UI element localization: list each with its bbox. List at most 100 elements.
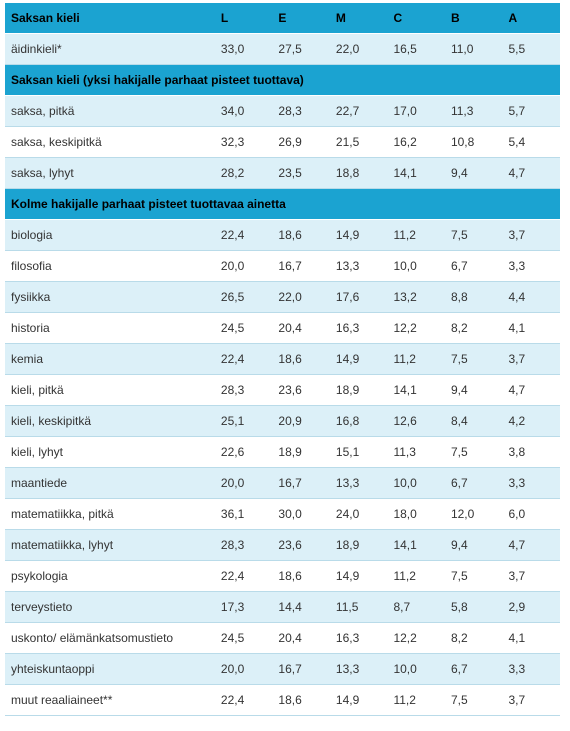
points-cell: 18,6 (272, 219, 330, 251)
points-cell: 5,4 (502, 126, 560, 158)
points-cell: 34,0 (214, 95, 273, 127)
points-table: Saksan kieli L E M C B A äidinkieli* 33,0… (5, 3, 560, 716)
table-row: terveystieto 17,3 14,4 11,5 8,7 5,8 2,9 (5, 591, 560, 623)
subject-label: matematiikka, lyhyt (5, 529, 215, 561)
subject-label: psykologia (5, 560, 215, 592)
points-cell: 23,5 (272, 157, 330, 189)
points-cell: 8,7 (387, 591, 445, 623)
points-cell: 26,9 (272, 126, 330, 158)
points-cell: 9,4 (444, 374, 503, 406)
points-cell: 5,7 (502, 95, 560, 127)
points-cell: 10,0 (387, 250, 445, 282)
points-cell: 11,0 (444, 33, 503, 65)
points-cell: 18,8 (329, 157, 388, 189)
header-col-l: L (214, 3, 273, 34)
header-col-e: E (272, 3, 330, 34)
subject-label: kieli, pitkä (5, 374, 215, 406)
points-cell: 16,8 (329, 405, 388, 437)
table-row: maantiede 20,0 16,7 13,3 10,0 6,7 3,3 (5, 467, 560, 499)
section-title: Saksan kieli (yksi hakijalle parhaat pis… (5, 64, 560, 96)
table-row: historia 24,5 20,4 16,3 12,2 8,2 4,1 (5, 312, 560, 344)
points-cell: 9,4 (444, 529, 503, 561)
points-cell: 8,4 (444, 405, 503, 437)
points-cell: 3,7 (502, 560, 560, 592)
points-cell: 17,6 (329, 281, 388, 313)
table-header-row: Saksan kieli L E M C B A (5, 3, 560, 34)
points-cell: 22,4 (214, 219, 273, 251)
points-cell: 18,9 (329, 374, 388, 406)
points-cell: 4,1 (502, 622, 560, 654)
points-cell: 32,3 (214, 126, 273, 158)
points-cell: 2,9 (502, 591, 560, 623)
points-cell: 17,0 (387, 95, 445, 127)
points-cell: 6,7 (444, 467, 503, 499)
header-col-c: C (387, 3, 445, 34)
points-cell: 24,5 (214, 622, 273, 654)
points-cell: 20,9 (272, 405, 330, 437)
points-cell: 18,9 (272, 436, 330, 468)
points-cell: 7,5 (444, 219, 503, 251)
points-cell: 28,3 (272, 95, 330, 127)
points-cell: 17,3 (214, 591, 273, 623)
header-col-a: A (502, 3, 560, 34)
subject-label: äidinkieli* (5, 33, 215, 65)
points-cell: 8,2 (444, 622, 503, 654)
table-row: filosofia 20,0 16,7 13,3 10,0 6,7 3,3 (5, 250, 560, 282)
table-row: kieli, pitkä 28,3 23,6 18,9 14,1 9,4 4,7 (5, 374, 560, 406)
subject-label: muut reaaliaineet** (5, 684, 215, 716)
points-cell: 10,0 (387, 467, 445, 499)
section-header-row: Saksan kieli (yksi hakijalle parhaat pis… (5, 64, 560, 96)
points-cell: 25,1 (214, 405, 273, 437)
points-cell: 4,7 (502, 529, 560, 561)
points-cell: 20,4 (272, 622, 330, 654)
points-cell: 22,4 (214, 560, 273, 592)
points-cell: 20,0 (214, 653, 273, 685)
points-cell: 16,7 (272, 467, 330, 499)
points-cell: 22,7 (329, 95, 388, 127)
table-row: kieli, keskipitkä 25,1 20,9 16,8 12,6 8,4 4,2 (5, 405, 560, 437)
points-cell: 23,6 (272, 374, 330, 406)
points-cell: 20,0 (214, 250, 273, 282)
table-row: saksa, lyhyt 28,2 23,5 18,8 14,1 9,4 4,7 (5, 157, 560, 189)
points-cell: 14,4 (272, 591, 330, 623)
points-cell: 4,4 (502, 281, 560, 313)
points-cell: 14,1 (387, 157, 445, 189)
points-cell: 24,0 (329, 498, 388, 530)
section-title: Kolme hakijalle parhaat pisteet tuottava… (5, 188, 560, 220)
table-row: äidinkieli* 33,0 27,5 22,0 16,5 11,0 5,5 (5, 33, 560, 65)
header-label: Saksan kieli (5, 3, 215, 34)
points-cell: 6,7 (444, 250, 503, 282)
points-cell: 5,8 (444, 591, 503, 623)
header-col-m: M (329, 3, 388, 34)
points-cell: 14,1 (387, 529, 445, 561)
points-cell: 28,3 (214, 374, 273, 406)
points-cell: 13,3 (329, 467, 388, 499)
points-cell: 12,2 (387, 312, 445, 344)
table-row: saksa, pitkä 34,0 28,3 22,7 17,0 11,3 5,7 (5, 95, 560, 127)
table-row: matematiikka, lyhyt 28,3 23,6 18,9 14,1 9,4 4,… (5, 529, 560, 561)
section-header-row: Kolme hakijalle parhaat pisteet tuottava… (5, 188, 560, 220)
points-cell: 21,5 (329, 126, 388, 158)
points-cell: 18,9 (329, 529, 388, 561)
subject-label: matematiikka, pitkä (5, 498, 215, 530)
points-cell: 3,7 (502, 343, 560, 375)
subject-label: fysiikka (5, 281, 215, 313)
points-cell: 22,6 (214, 436, 273, 468)
table-row: psykologia 22,4 18,6 14,9 11,2 7,5 3,7 (5, 560, 560, 592)
points-cell: 7,5 (444, 436, 503, 468)
points-cell: 18,6 (272, 684, 330, 716)
points-cell: 14,1 (387, 374, 445, 406)
points-cell: 4,7 (502, 374, 560, 406)
subject-label: kieli, lyhyt (5, 436, 215, 468)
points-cell: 11,2 (387, 343, 445, 375)
table-row: saksa, keskipitkä 32,3 26,9 21,5 16,2 10,8 5,4 (5, 126, 560, 158)
subject-label: maantiede (5, 467, 215, 499)
points-cell: 5,5 (502, 33, 560, 65)
points-cell: 14,9 (329, 343, 388, 375)
points-cell: 7,5 (444, 560, 503, 592)
points-cell: 11,5 (329, 591, 388, 623)
points-table-container: Saksan kieli L E M C B A äidinkieli* 33,0… (5, 3, 560, 716)
table-row: muut reaaliaineet** 22,4 18,6 14,9 11,2 7,5 3,… (5, 684, 560, 716)
table-row: fysiikka 26,5 22,0 17,6 13,2 8,8 4,4 (5, 281, 560, 313)
points-cell: 9,4 (444, 157, 503, 189)
